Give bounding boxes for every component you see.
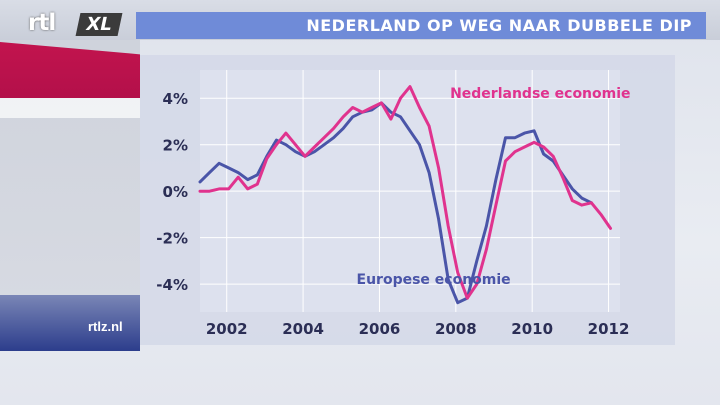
x-tick-label-2: 2006 — [359, 320, 401, 338]
left-light-band — [0, 98, 140, 118]
x-axis-ticks: 2002 2004 2006 2008 2010 2012 — [206, 320, 630, 338]
chart-title: NEDERLAND OP WEG NAAR DUBBELE DIP — [306, 16, 692, 35]
x-tick-label-5: 2012 — [588, 320, 630, 338]
series-labels: Nederlandse economie Europese economie — [357, 86, 631, 288]
title-bar: NEDERLAND OP WEG NAAR DUBBELE DIP — [136, 12, 706, 39]
x-tick-label-1: 2004 — [282, 320, 324, 338]
chart-grid — [200, 70, 620, 312]
channel-logo: rtl XL — [28, 10, 123, 39]
logo-rtl-text: rtl — [28, 10, 56, 36]
x-tick-label-4: 2010 — [511, 320, 553, 338]
chart-series — [198, 85, 612, 305]
y-tick-label-4: -4% — [156, 276, 188, 294]
left-dark-panel — [0, 295, 140, 351]
y-tick-label-3: -2% — [156, 230, 188, 248]
x-tick-label-3: 2008 — [435, 320, 477, 338]
series-line-nederland — [198, 85, 612, 300]
y-tick-label-0: 4% — [163, 90, 188, 108]
y-axis-ticks: 4% 2% 0% -2% -4% — [156, 90, 188, 294]
label-nederlandse-economie: Nederlandse economie — [450, 86, 630, 102]
y-tick-label-1: 2% — [163, 137, 188, 155]
y-tick-label-2: 0% — [163, 183, 188, 201]
x-tick-label-0: 2002 — [206, 320, 248, 338]
site-url-label: rtlz.nl — [88, 319, 123, 334]
label-europese-economie: Europese economie — [357, 272, 511, 288]
